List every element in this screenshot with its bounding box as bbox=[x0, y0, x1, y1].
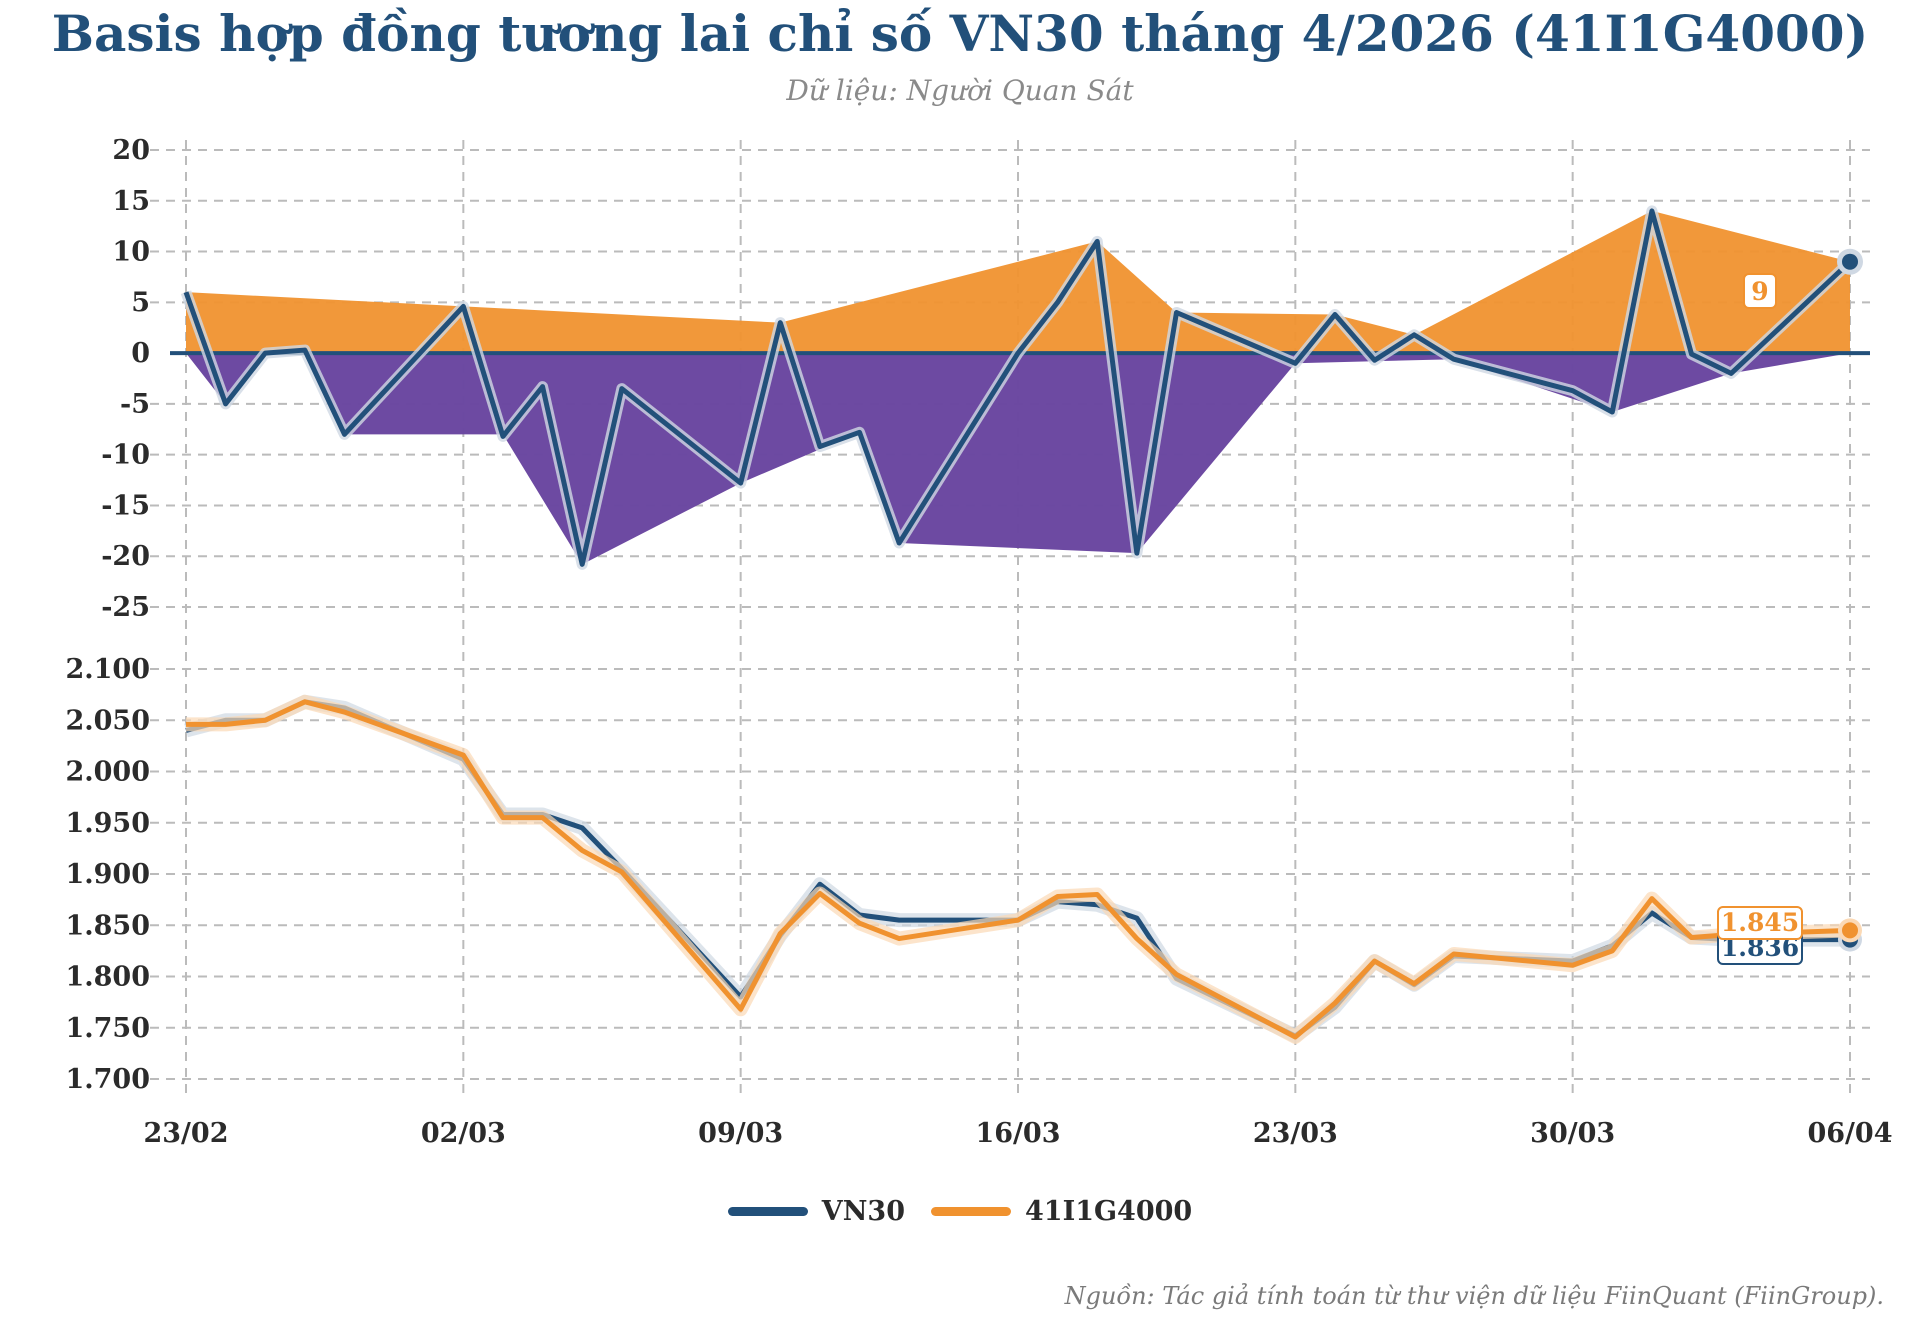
x-tick-label: 06/04 bbox=[1807, 1118, 1892, 1149]
legend: VN30 41I1G4000 bbox=[0, 1196, 1920, 1227]
x-tick-label: 16/03 bbox=[975, 1118, 1060, 1149]
tick-layer: 23/02 02/03 09/03 16/03 23/03 30/03 06/04 20 15 1… bbox=[65, 135, 1892, 1149]
y-tick-label-top: -15 bbox=[101, 490, 150, 521]
y-tick-label-top: 5 bbox=[131, 287, 150, 318]
y-tick-label-top: 20 bbox=[112, 135, 150, 166]
basis-end-label: 9 bbox=[1751, 277, 1768, 306]
x-tick-label: 23/02 bbox=[143, 1118, 228, 1149]
y-tick-label-top: -25 bbox=[101, 592, 150, 623]
x-tick-label: 02/03 bbox=[421, 1118, 506, 1149]
x-tick-label: 09/03 bbox=[698, 1118, 783, 1149]
y-tick-label-bottom: 2.050 bbox=[65, 705, 150, 736]
y-tick-label-top: -5 bbox=[120, 389, 150, 420]
futures-end-label-box bbox=[1717, 906, 1803, 940]
line-layer bbox=[180, 205, 1863, 1044]
y-tick-label-top: 10 bbox=[112, 237, 150, 268]
basis-negative-area bbox=[186, 353, 1850, 565]
legend-item-futures[interactable]: 41I1G4000 bbox=[931, 1196, 1192, 1227]
y-tick-label-bottom: 2.100 bbox=[65, 654, 150, 685]
y-tick-label-bottom: 2.000 bbox=[65, 757, 150, 788]
y-tick-label-top: -20 bbox=[101, 541, 150, 572]
y-tick-label-top: -10 bbox=[101, 440, 150, 471]
futures-line bbox=[186, 699, 1851, 1040]
y-tick-label-top: 0 bbox=[131, 338, 150, 369]
source-note: Nguồn: Tác giả tính toán từ thư viện dữ … bbox=[1064, 1282, 1884, 1310]
basis-positive-area bbox=[186, 210, 1850, 354]
y-tick-label-bottom: 1.750 bbox=[65, 1013, 150, 1044]
y-tick-label-top: 15 bbox=[112, 186, 150, 217]
x-tick-label: 23/03 bbox=[1253, 1118, 1338, 1149]
chart-title: Basis hợp đồng tương lai chỉ số VN30 thá… bbox=[51, 4, 1869, 63]
futures-line-end-point bbox=[1842, 922, 1858, 939]
y-tick-label-bottom: 1.800 bbox=[65, 962, 150, 993]
legend-swatch-futures bbox=[931, 1207, 1011, 1216]
y-tick-label-bottom: 1.850 bbox=[65, 910, 150, 941]
legend-swatch-vn30 bbox=[727, 1207, 808, 1216]
x-tick-label: 30/03 bbox=[1530, 1118, 1615, 1149]
y-tick-label-bottom: 1.700 bbox=[65, 1064, 150, 1095]
legend-label-vn30: VN30 bbox=[821, 1196, 905, 1227]
basis-line bbox=[183, 208, 1852, 567]
legend-item-vn30[interactable]: VN30 bbox=[727, 1196, 905, 1227]
futures-end-label: 1.845 bbox=[1721, 908, 1799, 937]
chart-subtitle: Dữ liệu: Người Quan Sát bbox=[786, 74, 1134, 107]
y-tick-label-bottom: 1.900 bbox=[65, 859, 150, 890]
y-tick-label-bottom: 1.950 bbox=[65, 808, 150, 839]
basis-end-point bbox=[1842, 253, 1858, 270]
legend-label-futures: 41I1G4000 bbox=[1025, 1196, 1193, 1227]
basis-end-label-box bbox=[1743, 273, 1777, 309]
